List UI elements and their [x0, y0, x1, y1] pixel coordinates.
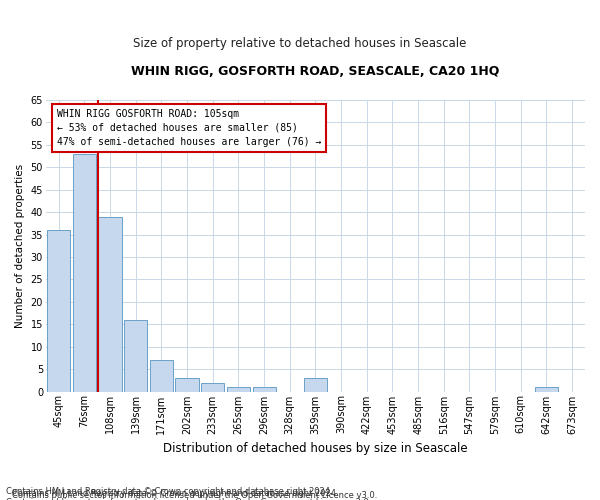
Bar [227, 387, 250, 392]
Y-axis label: Number of detached properties: Number of detached properties [15, 164, 25, 328]
Bar [124, 320, 147, 392]
Bar [150, 360, 173, 392]
Title: WHIN RIGG, GOSFORTH ROAD, SEASCALE, CA20 1HQ: WHIN RIGG, GOSFORTH ROAD, SEASCALE, CA20… [131, 65, 500, 78]
Text: Size of property relative to detached houses in Seascale: Size of property relative to detached ho… [133, 38, 467, 51]
Bar [98, 216, 122, 392]
Text: Contains HM Land Registry data © Crown copyright and database right 2024.: Contains HM Land Registry data © Crown c… [12, 488, 338, 498]
Bar [304, 378, 327, 392]
Text: Contains public sector information licensed under the Open Government Licence v3: Contains public sector information licen… [12, 491, 377, 500]
Bar [253, 387, 275, 392]
X-axis label: Distribution of detached houses by size in Seascale: Distribution of detached houses by size … [163, 442, 468, 455]
Bar [201, 382, 224, 392]
Bar [47, 230, 70, 392]
Bar [175, 378, 199, 392]
Bar [535, 387, 558, 392]
Bar [73, 154, 96, 392]
Text: WHIN RIGG GOSFORTH ROAD: 105sqm
← 53% of detached houses are smaller (85)
47% of: WHIN RIGG GOSFORTH ROAD: 105sqm ← 53% of… [56, 108, 321, 146]
Text: Contains HM Land Registry data © Crown copyright and database right 2024.
Contai: Contains HM Land Registry data © Crown c… [6, 488, 371, 500]
